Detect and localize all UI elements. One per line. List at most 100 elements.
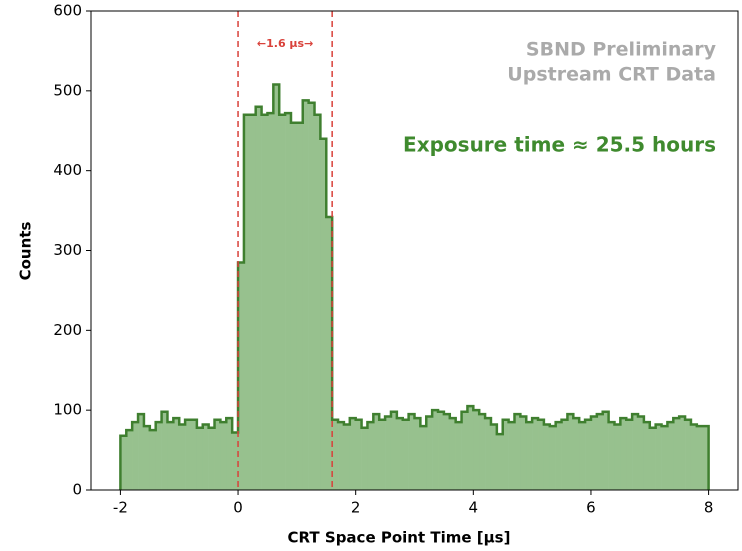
histogram-bar <box>355 419 362 490</box>
histogram-bar <box>655 424 662 490</box>
y-tick-label: 600 <box>53 2 82 20</box>
histogram-bar <box>532 418 539 490</box>
histogram-bar <box>702 426 709 490</box>
histogram-bar <box>314 114 321 491</box>
histogram-bar <box>161 411 168 490</box>
histogram-bar <box>255 106 262 491</box>
histogram-bar <box>273 84 280 491</box>
histogram-bar <box>238 262 245 490</box>
histogram-bar <box>249 114 256 491</box>
histogram-bar <box>614 424 621 490</box>
histogram-bar <box>573 418 580 490</box>
histogram-bar <box>126 430 133 490</box>
histogram-bar <box>196 427 204 490</box>
histogram-bar <box>620 418 627 490</box>
y-tick-label: 200 <box>53 321 82 339</box>
histogram-bar <box>179 424 186 490</box>
histogram-bar <box>332 419 339 490</box>
histogram-bar <box>567 414 574 490</box>
histogram-bar <box>549 426 556 490</box>
histogram-bar <box>661 426 668 490</box>
y-axis-label: Counts <box>17 222 35 281</box>
histogram-bar <box>302 100 309 490</box>
histogram-bar <box>373 414 380 490</box>
histogram-bar <box>520 416 527 490</box>
histogram-bar <box>208 427 215 490</box>
histogram-bar <box>349 418 356 490</box>
histogram-bar <box>596 414 604 490</box>
histogram-bar <box>449 418 456 490</box>
histogram-bar <box>679 416 686 490</box>
y-tick-label: 300 <box>53 241 82 259</box>
histogram-bar <box>173 418 180 490</box>
histogram-bar <box>432 410 439 490</box>
histogram-bar <box>402 419 409 490</box>
histogram-bar <box>296 122 304 491</box>
x-tick-label: 4 <box>469 499 479 517</box>
histogram-bar <box>155 422 162 490</box>
histogram-bar <box>555 422 562 490</box>
histogram-bar <box>226 418 233 490</box>
histogram-bar <box>232 432 239 490</box>
histogram-bar <box>667 422 674 490</box>
histogram-bar <box>379 419 386 490</box>
histogram-bar <box>326 216 333 490</box>
histogram-bar <box>390 411 398 490</box>
histogram-bar <box>455 422 462 490</box>
annotation: Exposure time ≈ 25.5 hours <box>403 133 716 157</box>
histogram-bar <box>308 102 315 490</box>
histogram-bar <box>420 426 427 490</box>
histogram-bar <box>243 114 251 491</box>
histogram-bar <box>673 418 680 490</box>
histogram-bar <box>396 418 404 490</box>
histogram-bar <box>485 418 492 490</box>
x-tick-label: 2 <box>351 499 361 517</box>
histogram-bar <box>579 422 586 490</box>
histogram-bar <box>543 424 551 490</box>
annotation: SBND Preliminary <box>526 39 717 61</box>
histogram-bar <box>490 424 498 490</box>
histogram-bar <box>220 422 227 490</box>
histogram-bar <box>690 424 698 490</box>
histogram-bar <box>343 424 351 490</box>
histogram-bar <box>367 422 374 490</box>
histogram-bar <box>502 419 509 490</box>
histogram-outline <box>119 83 710 490</box>
histogram-bar <box>479 414 486 490</box>
histogram-bar <box>473 410 480 490</box>
x-axis-label: CRT Space Point Time [µs] <box>288 529 511 547</box>
histogram-bar <box>414 418 421 490</box>
y-tick-label: 100 <box>53 401 82 419</box>
histogram-bar <box>267 113 274 490</box>
y-tick-label: 500 <box>53 81 82 99</box>
histogram-bar <box>461 411 468 490</box>
histogram-bar <box>408 414 415 490</box>
histogram-bar <box>202 424 209 490</box>
histogram-bar <box>285 113 292 490</box>
histogram-bar <box>132 422 139 490</box>
annotation: Upstream CRT Data <box>507 64 716 86</box>
histogram-bar <box>585 419 592 490</box>
histogram-bar <box>438 411 445 490</box>
histogram-bar <box>290 122 298 491</box>
histogram-bar <box>526 422 533 490</box>
histogram-bar <box>338 422 345 490</box>
histogram-bar <box>538 419 545 490</box>
x-tick-label: 0 <box>233 499 243 517</box>
histogram-bar <box>696 426 704 490</box>
histogram-bar <box>561 419 568 490</box>
histogram-bar <box>649 427 656 490</box>
histogram-bar <box>443 414 451 490</box>
histogram-bar <box>167 422 174 490</box>
histogram-bar <box>214 419 221 490</box>
histogram-bar <box>590 416 598 490</box>
annotation: ←1.6 µs→ <box>257 37 313 50</box>
y-tick-label: 0 <box>72 481 82 499</box>
histogram-bar <box>149 430 156 490</box>
histogram-bar <box>608 422 615 490</box>
histogram-bar <box>190 419 198 490</box>
histogram-bar <box>261 114 268 491</box>
histogram-bar <box>143 426 151 490</box>
histogram-bar <box>120 435 127 490</box>
histogram-bar <box>385 416 392 490</box>
